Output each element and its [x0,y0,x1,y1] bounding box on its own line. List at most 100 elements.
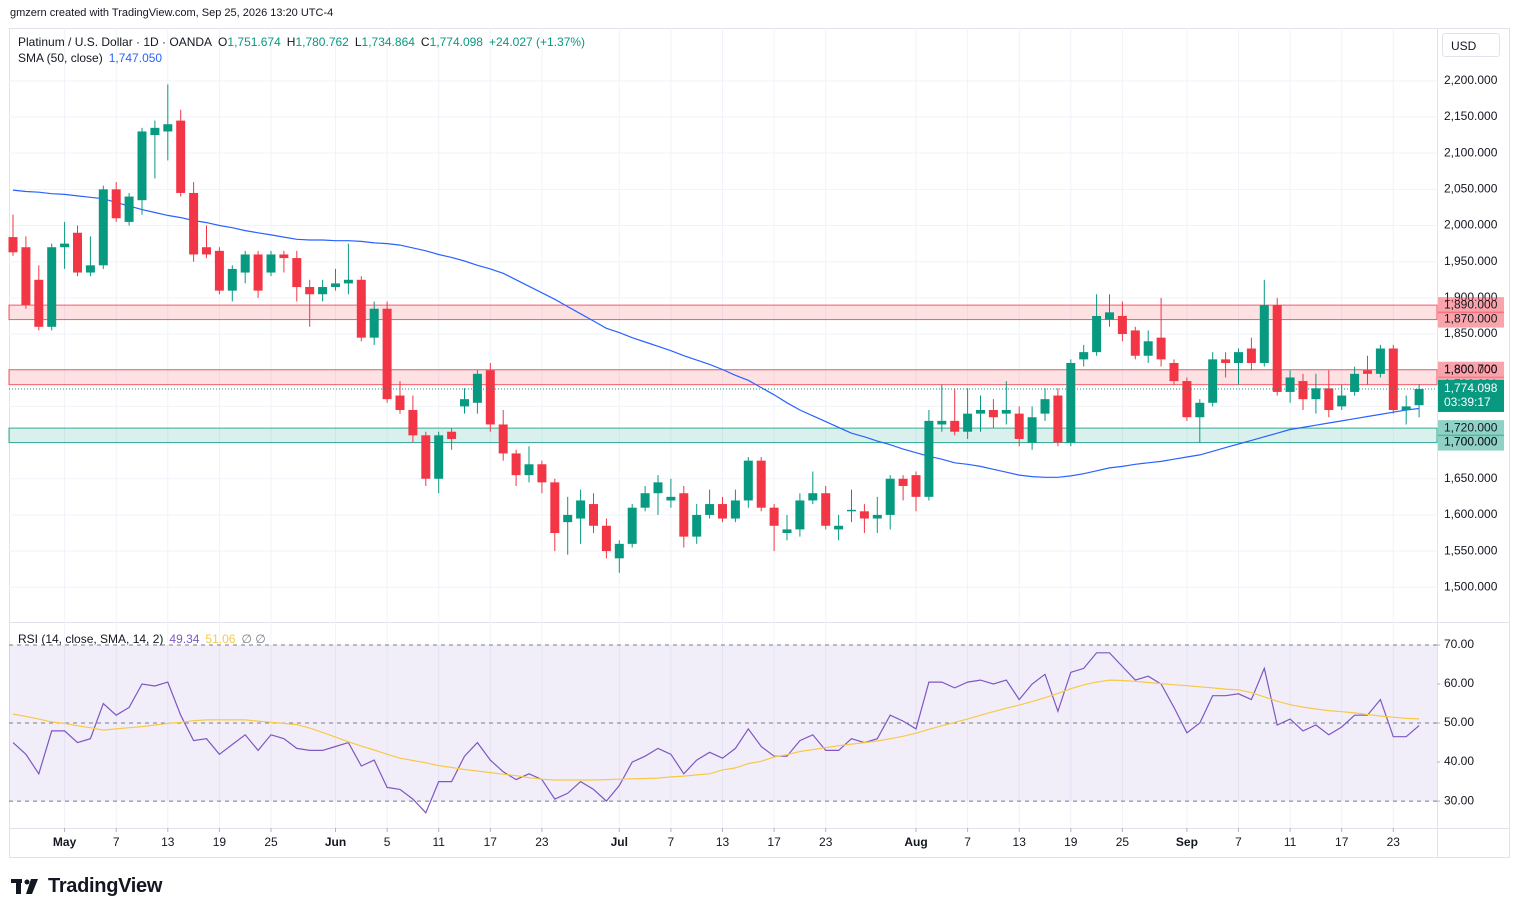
zone-label-box [1438,311,1504,328]
candle-body [460,399,469,407]
candle-body [266,254,276,273]
y-tick-label: 1,950.000 [1444,254,1498,268]
candle-body [963,413,973,432]
candle-body [1363,370,1372,374]
symbol-title: Platinum / U.S. Dollar · 1D · OANDA [18,35,213,49]
series-line [12,189,1420,478]
candle-body [498,424,508,454]
candle-body [627,507,637,544]
candle-body [150,127,160,136]
zone-label: 1,720.000 [1444,420,1498,434]
candle-body [1027,417,1037,443]
y-tick-label: 2,150.000 [1444,109,1498,123]
candle-body [1117,315,1127,335]
x-tick-label: 19 [1064,835,1078,849]
y-tick-label: 2,000.000 [1444,218,1498,232]
x-tick-label: 7 [964,835,971,849]
candle-body [163,124,173,132]
candle-body [537,464,547,483]
candle-body [60,243,70,248]
y-tick-label: 1,650.000 [1444,471,1498,485]
x-tick-label: 5 [384,835,391,849]
candle-body [524,464,534,476]
zone [8,304,1438,321]
y-tick-label: 1,850.000 [1444,326,1498,340]
zone-label: 1,890.000 [1444,297,1498,311]
zone [8,427,1438,444]
y-tick-label: 70.00 [1444,637,1474,651]
legend-name: SMA (50, close) [18,51,103,65]
candle-body [47,247,57,327]
candle-body [1053,395,1063,443]
legend-sma: SMA (50, close) 1,747.050 [18,51,162,65]
candle-body [718,504,727,519]
legend-main: Platinum / U.S. Dollar · 1D · OANDA O1,75… [18,35,585,49]
candle-body [614,543,624,559]
ohlc-key: C [420,35,430,49]
candle-body [1014,413,1024,439]
zone-label: 1,800.700 [1444,362,1498,376]
candle-body [821,493,831,526]
candle-body [705,504,715,515]
candle-body [1285,377,1295,392]
candle-body [859,511,869,519]
candle-body [924,420,934,497]
candle-body [782,529,792,534]
y-tick-label: 1,700.000 [1444,435,1498,449]
zone-label-box [1438,361,1504,378]
candle-body [447,431,457,439]
candle-body [847,509,856,512]
candle-body [550,482,560,534]
candle-body [1350,373,1360,392]
zone-label: 1,700.000 [1444,435,1498,449]
y-tick-label: 60.00 [1444,676,1474,690]
candle-body [111,189,121,219]
y-tick-label: 2,050.000 [1444,182,1498,196]
candle-body [834,525,844,530]
ohlc-key: L [354,35,362,49]
candle-body [1234,352,1243,363]
ohlc-value: 1,734.864 [361,35,415,49]
zone-label-box [1438,297,1504,314]
candle-body [1001,410,1011,414]
candle-body [1272,305,1282,392]
legend-value: 1,747.050 [108,51,163,65]
candle-body [356,279,366,338]
x-tick-label: 7 [1235,835,1242,849]
candle-body [253,254,263,291]
candle-body [911,475,921,497]
candle-body [408,410,418,436]
candle-body [1182,381,1192,418]
ohlc-item: O1,751.674 [218,35,281,49]
candle-body [563,514,573,523]
logo-icon [11,879,38,894]
candle-body [576,500,586,519]
series-line [12,652,1420,814]
y-tick-label: 30.00 [1444,793,1474,807]
x-tick-label: 19 [213,835,227,849]
candle-body [1156,337,1166,360]
candle-body [73,232,82,273]
x-tick-label: Sep [1176,835,1198,849]
candle-body [1298,381,1308,400]
candle-body [1388,348,1398,411]
candle-body [331,283,340,288]
candle-body [898,478,908,486]
series-line [12,679,1420,781]
candle-body [1311,388,1321,400]
x-tick-label: 23 [535,835,549,849]
candle-body [305,287,315,295]
legend-value: 49.34 [169,632,200,646]
candle-body [1079,352,1089,360]
y-tick-label: 2,100.000 [1444,145,1498,159]
x-tick-label: 17 [1335,835,1349,849]
x-tick-label: 11 [1284,835,1297,849]
candle-body [1143,341,1153,356]
currency-button[interactable]: USD [1442,33,1500,57]
candle-body [1246,348,1256,363]
candle-body [640,493,650,508]
ohlc-item: C1,774.098 [421,35,483,49]
candle-body [240,254,250,273]
change: +24.027 (+1.37%) [488,35,586,49]
x-tick-label: 7 [113,835,120,849]
